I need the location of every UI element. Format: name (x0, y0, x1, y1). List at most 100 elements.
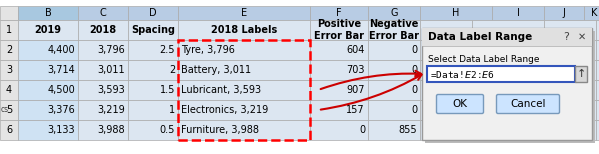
FancyBboxPatch shape (420, 40, 472, 60)
FancyBboxPatch shape (596, 80, 599, 100)
Text: 3,376: 3,376 (47, 105, 75, 115)
FancyBboxPatch shape (427, 66, 575, 82)
Text: 703: 703 (346, 65, 365, 75)
Text: 0: 0 (411, 105, 417, 115)
Text: Data Label Range: Data Label Range (428, 32, 533, 42)
FancyBboxPatch shape (420, 20, 472, 40)
FancyBboxPatch shape (368, 6, 420, 20)
FancyBboxPatch shape (18, 100, 78, 120)
FancyBboxPatch shape (0, 80, 18, 100)
Text: 3,593: 3,593 (97, 85, 125, 95)
FancyBboxPatch shape (310, 120, 368, 140)
Text: 2018: 2018 (89, 25, 117, 35)
FancyBboxPatch shape (472, 80, 544, 100)
FancyBboxPatch shape (422, 28, 592, 46)
FancyBboxPatch shape (310, 6, 368, 20)
FancyBboxPatch shape (437, 95, 483, 113)
FancyBboxPatch shape (178, 6, 310, 20)
FancyBboxPatch shape (472, 40, 544, 60)
Text: ✕: ✕ (578, 32, 586, 42)
FancyBboxPatch shape (544, 6, 584, 20)
FancyBboxPatch shape (368, 40, 420, 60)
FancyBboxPatch shape (492, 6, 544, 20)
Text: 907: 907 (346, 85, 365, 95)
FancyBboxPatch shape (472, 120, 544, 140)
Text: E: E (241, 8, 247, 18)
Text: 4: 4 (6, 85, 12, 95)
Text: 5: 5 (6, 105, 12, 115)
Text: Battery, 3,011: Battery, 3,011 (181, 65, 251, 75)
FancyBboxPatch shape (422, 28, 592, 140)
FancyBboxPatch shape (310, 60, 368, 80)
FancyBboxPatch shape (18, 60, 78, 80)
FancyBboxPatch shape (472, 100, 544, 120)
FancyBboxPatch shape (544, 80, 596, 100)
Text: =Data!$E$2:$E$6: =Data!$E$2:$E$6 (430, 69, 495, 79)
FancyBboxPatch shape (178, 120, 310, 140)
Text: 4,400: 4,400 (47, 45, 75, 55)
Text: J: J (562, 8, 565, 18)
Text: 4,500: 4,500 (47, 85, 75, 95)
Text: 0.5: 0.5 (159, 125, 175, 135)
FancyBboxPatch shape (544, 100, 596, 120)
Text: 3,714: 3,714 (47, 65, 75, 75)
FancyBboxPatch shape (178, 60, 310, 80)
Text: Cancel: Cancel (510, 99, 546, 109)
FancyBboxPatch shape (128, 6, 178, 20)
FancyBboxPatch shape (0, 20, 18, 40)
FancyBboxPatch shape (78, 100, 128, 120)
FancyBboxPatch shape (18, 80, 78, 100)
Text: Tyre, 3,796: Tyre, 3,796 (181, 45, 235, 55)
Text: K: K (591, 8, 597, 18)
Text: 3,219: 3,219 (97, 105, 125, 115)
FancyBboxPatch shape (368, 120, 420, 140)
FancyBboxPatch shape (575, 66, 587, 82)
FancyBboxPatch shape (596, 40, 599, 60)
FancyBboxPatch shape (310, 100, 368, 120)
Text: ?: ? (563, 32, 569, 42)
FancyBboxPatch shape (18, 20, 78, 40)
FancyBboxPatch shape (596, 20, 599, 40)
FancyBboxPatch shape (128, 40, 178, 60)
FancyBboxPatch shape (310, 40, 368, 60)
FancyBboxPatch shape (420, 6, 492, 20)
Text: C: C (99, 8, 107, 18)
Text: Furniture, 3,988: Furniture, 3,988 (181, 125, 259, 135)
FancyBboxPatch shape (78, 60, 128, 80)
FancyBboxPatch shape (310, 80, 368, 100)
Text: Spacing: Spacing (131, 25, 175, 35)
FancyBboxPatch shape (178, 80, 310, 100)
Text: 157: 157 (346, 105, 365, 115)
Text: Electronics, 3,219: Electronics, 3,219 (181, 105, 268, 115)
FancyBboxPatch shape (128, 120, 178, 140)
FancyBboxPatch shape (368, 20, 420, 40)
FancyBboxPatch shape (472, 20, 544, 40)
FancyBboxPatch shape (596, 100, 599, 120)
FancyBboxPatch shape (310, 20, 368, 40)
Text: G: G (391, 8, 398, 18)
FancyBboxPatch shape (178, 40, 310, 60)
Text: I: I (516, 8, 519, 18)
Text: 0: 0 (411, 65, 417, 75)
FancyBboxPatch shape (0, 100, 18, 120)
FancyBboxPatch shape (420, 60, 472, 80)
FancyBboxPatch shape (0, 6, 18, 20)
FancyBboxPatch shape (420, 120, 472, 140)
FancyBboxPatch shape (596, 60, 599, 80)
Text: 0: 0 (359, 125, 365, 135)
FancyBboxPatch shape (178, 100, 310, 120)
FancyBboxPatch shape (0, 120, 18, 140)
FancyBboxPatch shape (78, 6, 128, 20)
FancyBboxPatch shape (368, 100, 420, 120)
Text: 1: 1 (169, 105, 175, 115)
Text: 2018 Labels: 2018 Labels (211, 25, 277, 35)
FancyBboxPatch shape (544, 40, 596, 60)
FancyBboxPatch shape (420, 80, 472, 100)
FancyBboxPatch shape (78, 80, 128, 100)
FancyBboxPatch shape (128, 100, 178, 120)
FancyBboxPatch shape (425, 31, 595, 143)
FancyBboxPatch shape (497, 95, 559, 113)
FancyBboxPatch shape (0, 40, 18, 60)
Text: 3,988: 3,988 (98, 125, 125, 135)
Text: 2: 2 (6, 45, 12, 55)
